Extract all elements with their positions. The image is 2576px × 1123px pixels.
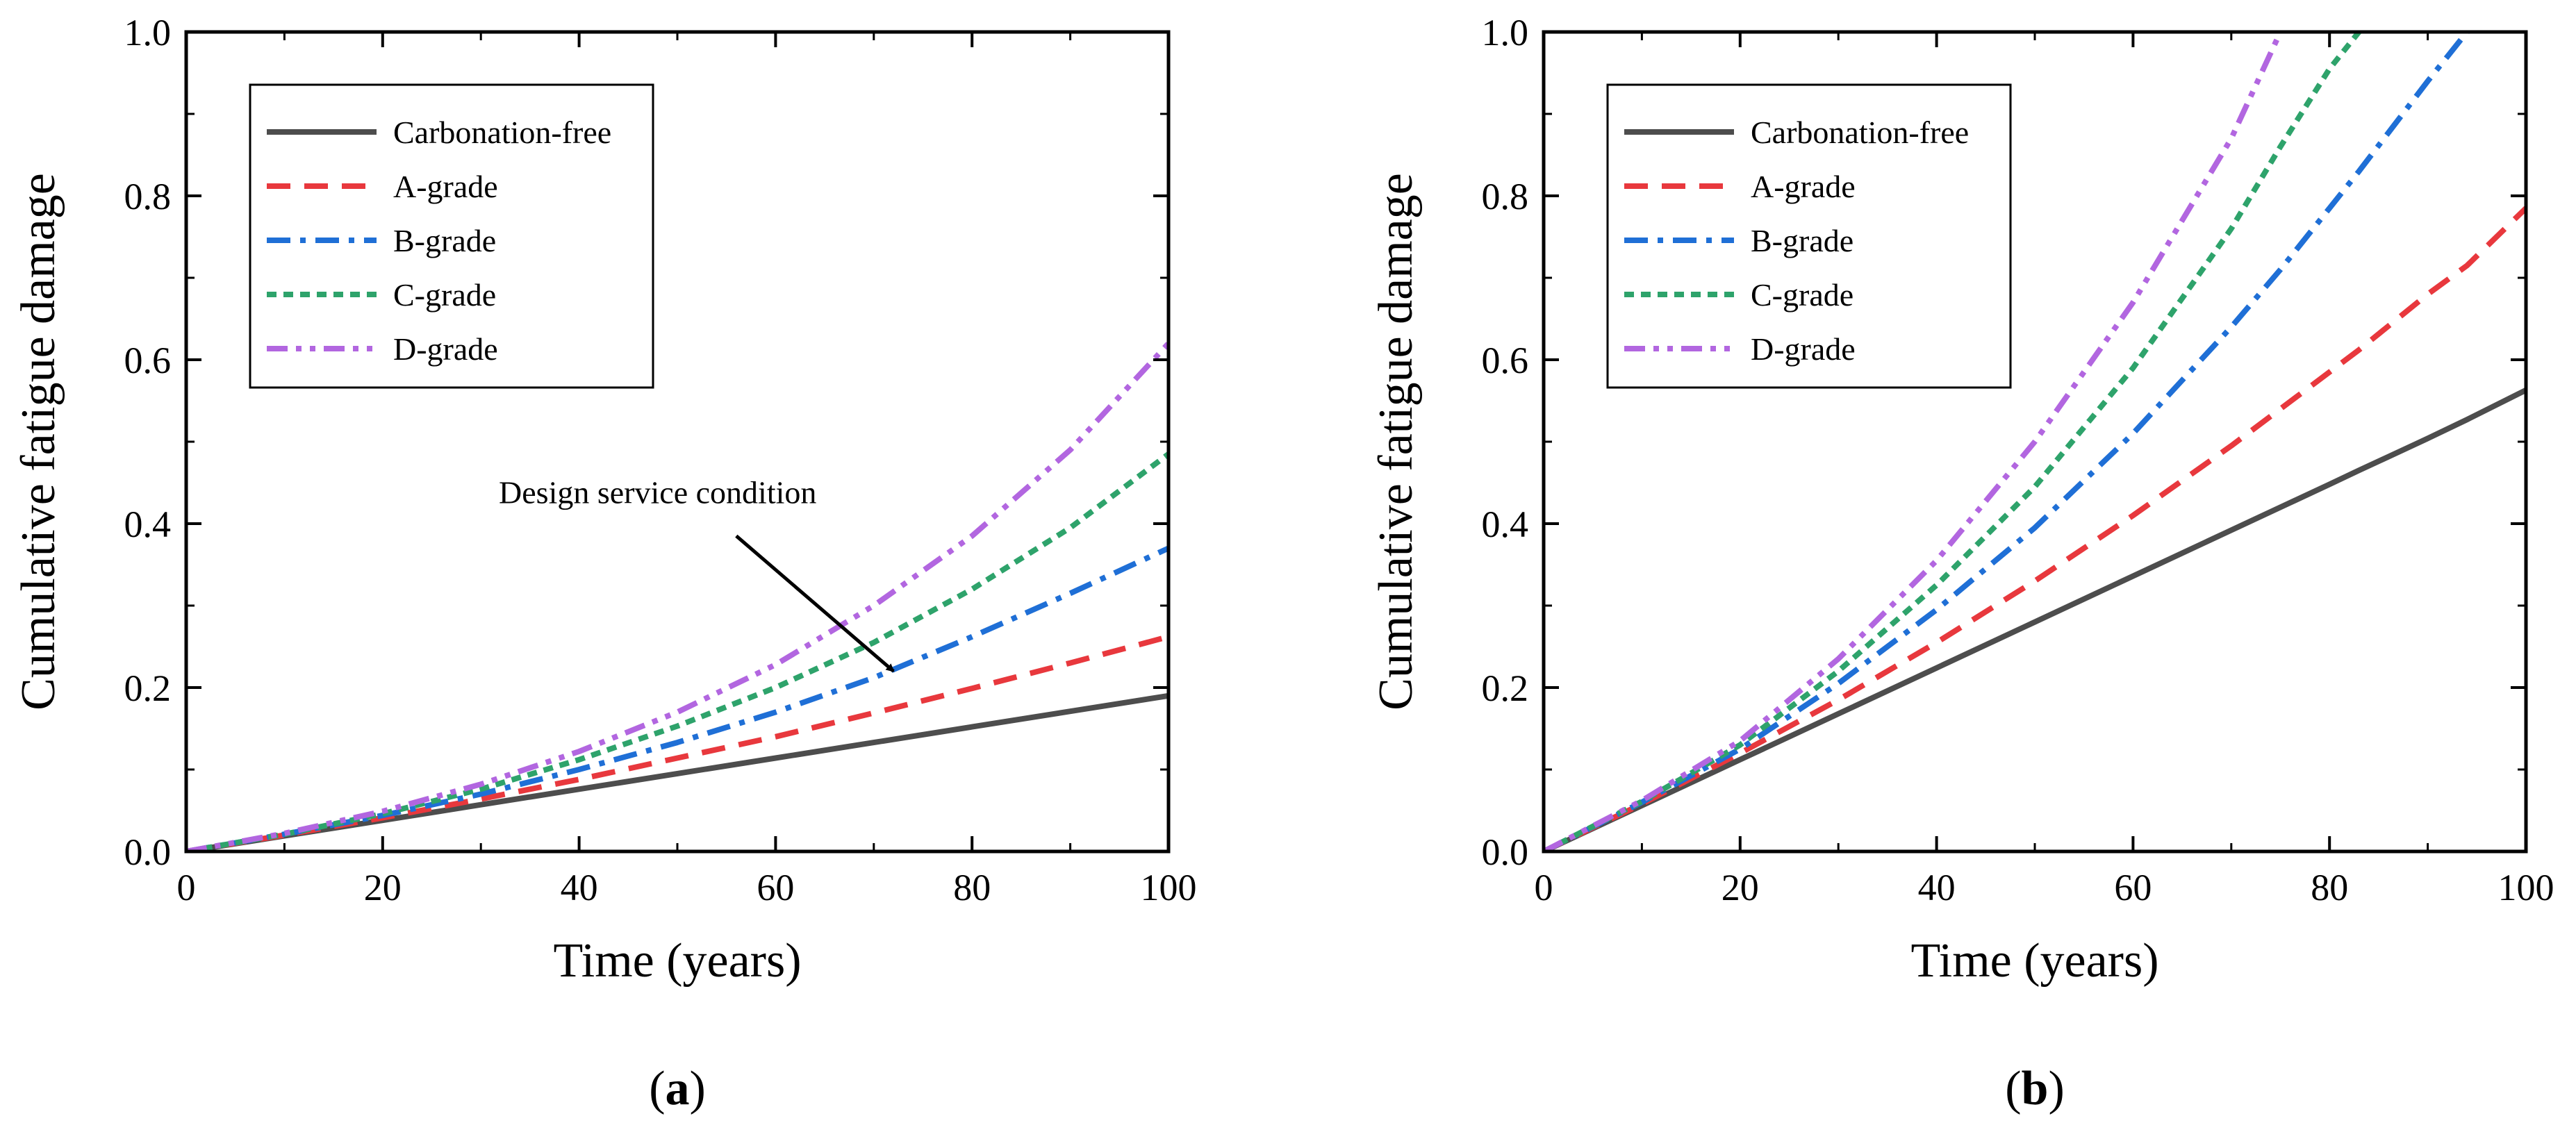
legend-label-carbonation-free: Carbonation-free bbox=[1751, 115, 1969, 150]
x-axis-title: Time (years) bbox=[1910, 934, 2158, 988]
x-tick-label: 20 bbox=[364, 867, 402, 908]
series-line-a-grade bbox=[1544, 206, 2526, 851]
y-tick-label: 0.0 bbox=[1482, 831, 1529, 873]
series-line-d-grade bbox=[186, 341, 1169, 851]
y-tick-label: 0.4 bbox=[124, 504, 172, 545]
legend-label-a-grade: A-grade bbox=[1751, 169, 1856, 204]
legend: Carbonation-free A-grade B-grade C-grade D-g… bbox=[1606, 83, 2012, 389]
annotation-arrow bbox=[735, 534, 895, 673]
legend-box bbox=[249, 83, 654, 389]
x-tick-label: 100 bbox=[1141, 867, 1197, 908]
x-tick-label: 80 bbox=[2311, 867, 2348, 908]
legend-label-a-grade: A-grade bbox=[393, 169, 498, 204]
legend-label-d-grade: D-grade bbox=[393, 331, 498, 367]
series-line-c-grade bbox=[186, 451, 1169, 851]
y-axis-title: Cumulative fatigue damage bbox=[12, 173, 65, 710]
y-tick-label: 0.6 bbox=[1482, 340, 1529, 381]
legend-label-b-grade: B-grade bbox=[393, 223, 496, 258]
y-tick-label: 1.0 bbox=[1482, 12, 1529, 53]
legend: Carbonation-free A-grade B-grade C-grade D-g… bbox=[249, 83, 654, 389]
y-tick-label: 0.8 bbox=[1482, 176, 1529, 217]
legend-label-d-grade: D-grade bbox=[1751, 331, 1856, 367]
legend-label-c-grade: C-grade bbox=[1751, 277, 1853, 313]
y-tick-label: 0.8 bbox=[124, 176, 172, 217]
series-line-b-grade bbox=[1544, 32, 2470, 851]
series-line-carbonation-free bbox=[186, 692, 1169, 851]
x-tick-label: 0 bbox=[1535, 867, 1553, 908]
panel-label-a: (a) bbox=[649, 1062, 706, 1115]
y-tick-label: 0.4 bbox=[1482, 504, 1529, 545]
x-tick-label: 80 bbox=[953, 867, 991, 908]
legend-box bbox=[1606, 83, 2012, 389]
y-tick-label: 1.0 bbox=[124, 12, 172, 53]
series-group bbox=[186, 341, 1169, 851]
annotation-text: Design service condition bbox=[499, 475, 816, 510]
y-tick-label: 0.6 bbox=[124, 340, 172, 381]
legend-label-b-grade: B-grade bbox=[1751, 223, 1853, 258]
chart-panel-b: 0 20 40 60 80 100 0.0 0.2 0.4 0.6 0.8 1.0 Time (year… bbox=[1369, 12, 2554, 1115]
x-tick-label: 20 bbox=[1722, 867, 1759, 908]
y-axis-title: Cumulative fatigue damage bbox=[1369, 173, 1423, 710]
y-tick-label: 0.2 bbox=[124, 667, 172, 709]
series-line-b-grade bbox=[186, 545, 1169, 851]
panel-label-b: (b) bbox=[2005, 1062, 2065, 1115]
legend-label-carbonation-free: Carbonation-free bbox=[393, 115, 611, 150]
y-tick-label: 0.2 bbox=[1482, 667, 1529, 709]
x-axis-title: Time (years) bbox=[553, 934, 801, 988]
x-tick-label: 40 bbox=[561, 867, 598, 908]
x-tick-label: 0 bbox=[177, 867, 196, 908]
x-tick-label: 100 bbox=[2498, 867, 2554, 908]
series-group bbox=[1544, 32, 2526, 851]
y-tick-label: 0.0 bbox=[124, 831, 172, 873]
x-tick-label: 60 bbox=[2114, 867, 2152, 908]
chart-panel-a: 0 20 40 60 80 100 0.0 0.2 0.4 0.6 0.8 1.0 Time (year… bbox=[12, 12, 1197, 1115]
x-tick-label: 40 bbox=[1918, 867, 1956, 908]
series-line-carbonation-free bbox=[1544, 388, 2526, 851]
series-line-d-grade bbox=[1544, 32, 2284, 851]
legend-label-c-grade: C-grade bbox=[393, 277, 496, 313]
x-tick-label: 60 bbox=[757, 867, 794, 908]
